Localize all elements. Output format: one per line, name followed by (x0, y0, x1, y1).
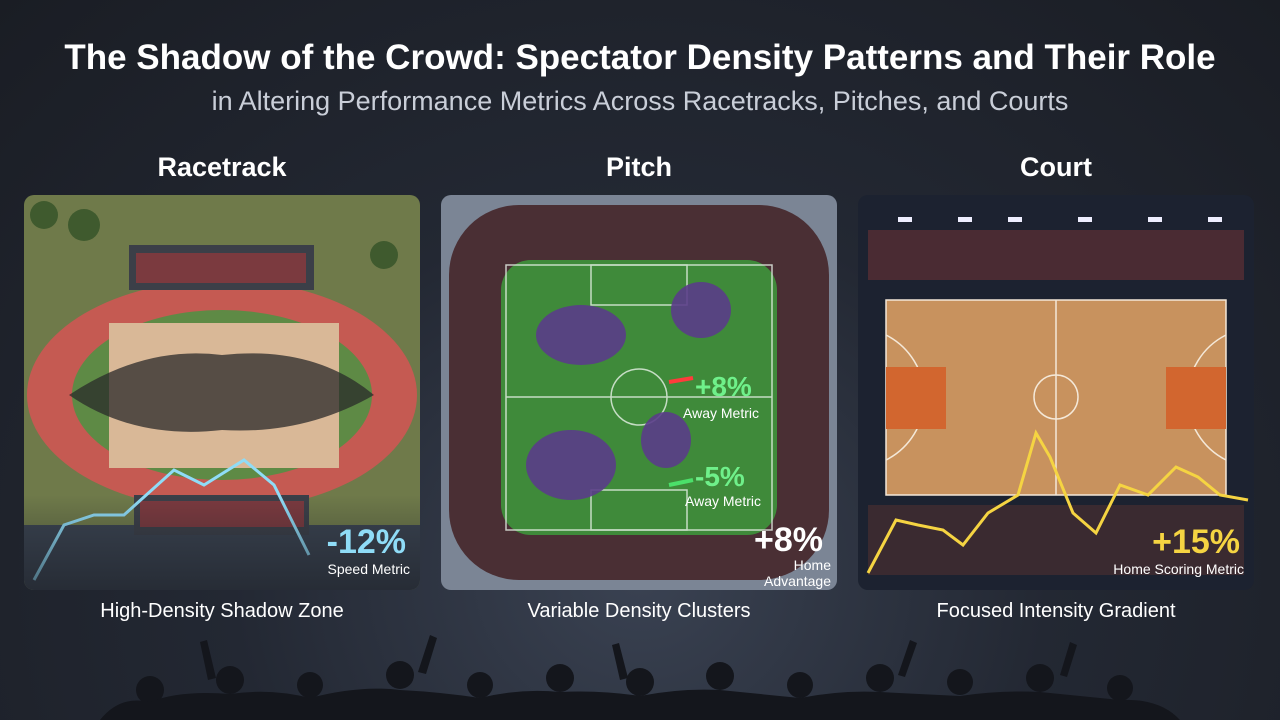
panel-caption: Focused Intensity Gradient (936, 600, 1176, 622)
metric-label: Speed Metric (327, 561, 410, 577)
racetrack-image (24, 195, 420, 590)
panel-caption: Variable Density Clusters (527, 600, 751, 622)
subtitle: in Altering Performance Metrics Across R… (211, 86, 1069, 116)
pitch-panel: +8% Away Metric -5% Away Metric +8% Home… (441, 195, 837, 590)
annotation-value: +8% (695, 371, 752, 402)
panel-heading: Court (1020, 152, 1092, 182)
court-image (858, 195, 1254, 590)
annotation-value: -5% (695, 461, 745, 492)
pitch-image (441, 195, 837, 590)
title: The Shadow of the Crowd: Spectator Densi… (64, 38, 1216, 77)
metric-label: Home Advantage Metric (764, 557, 831, 590)
annotation-label: Away Metric (685, 493, 761, 509)
panel-caption: High-Density Shadow Zone (100, 600, 344, 622)
metric-value: -12% (326, 523, 406, 561)
panel-heading: Racetrack (157, 152, 287, 182)
court-panel: +15% Home Scoring Metric (858, 195, 1254, 590)
racetrack-panel: -12% Speed Metric (24, 195, 420, 590)
annotation-label: Away Metric (683, 405, 759, 421)
metric-value: +15% (1152, 523, 1240, 561)
metric-value: +8% (754, 521, 823, 559)
crowd-silhouette (100, 635, 1180, 720)
panel-heading: Pitch (605, 152, 672, 182)
metric-label: Home Scoring Metric (1113, 561, 1244, 577)
